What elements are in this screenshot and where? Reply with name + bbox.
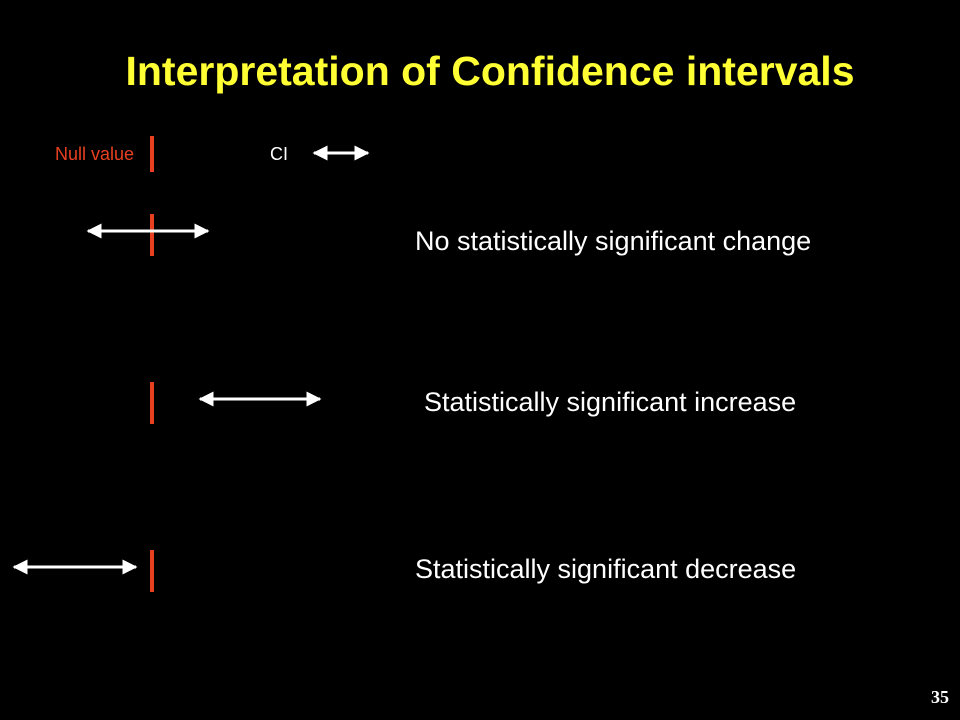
row-label: Statistically significant increase (424, 387, 796, 417)
title: Interpretation of Confidence intervals (126, 48, 855, 94)
page-number: 35 (931, 687, 949, 707)
null-value-label: Null value (55, 144, 134, 164)
row-label: No statistically significant change (415, 226, 811, 256)
ci-label: CI (270, 144, 288, 164)
row-label: Statistically significant decrease (415, 554, 796, 584)
